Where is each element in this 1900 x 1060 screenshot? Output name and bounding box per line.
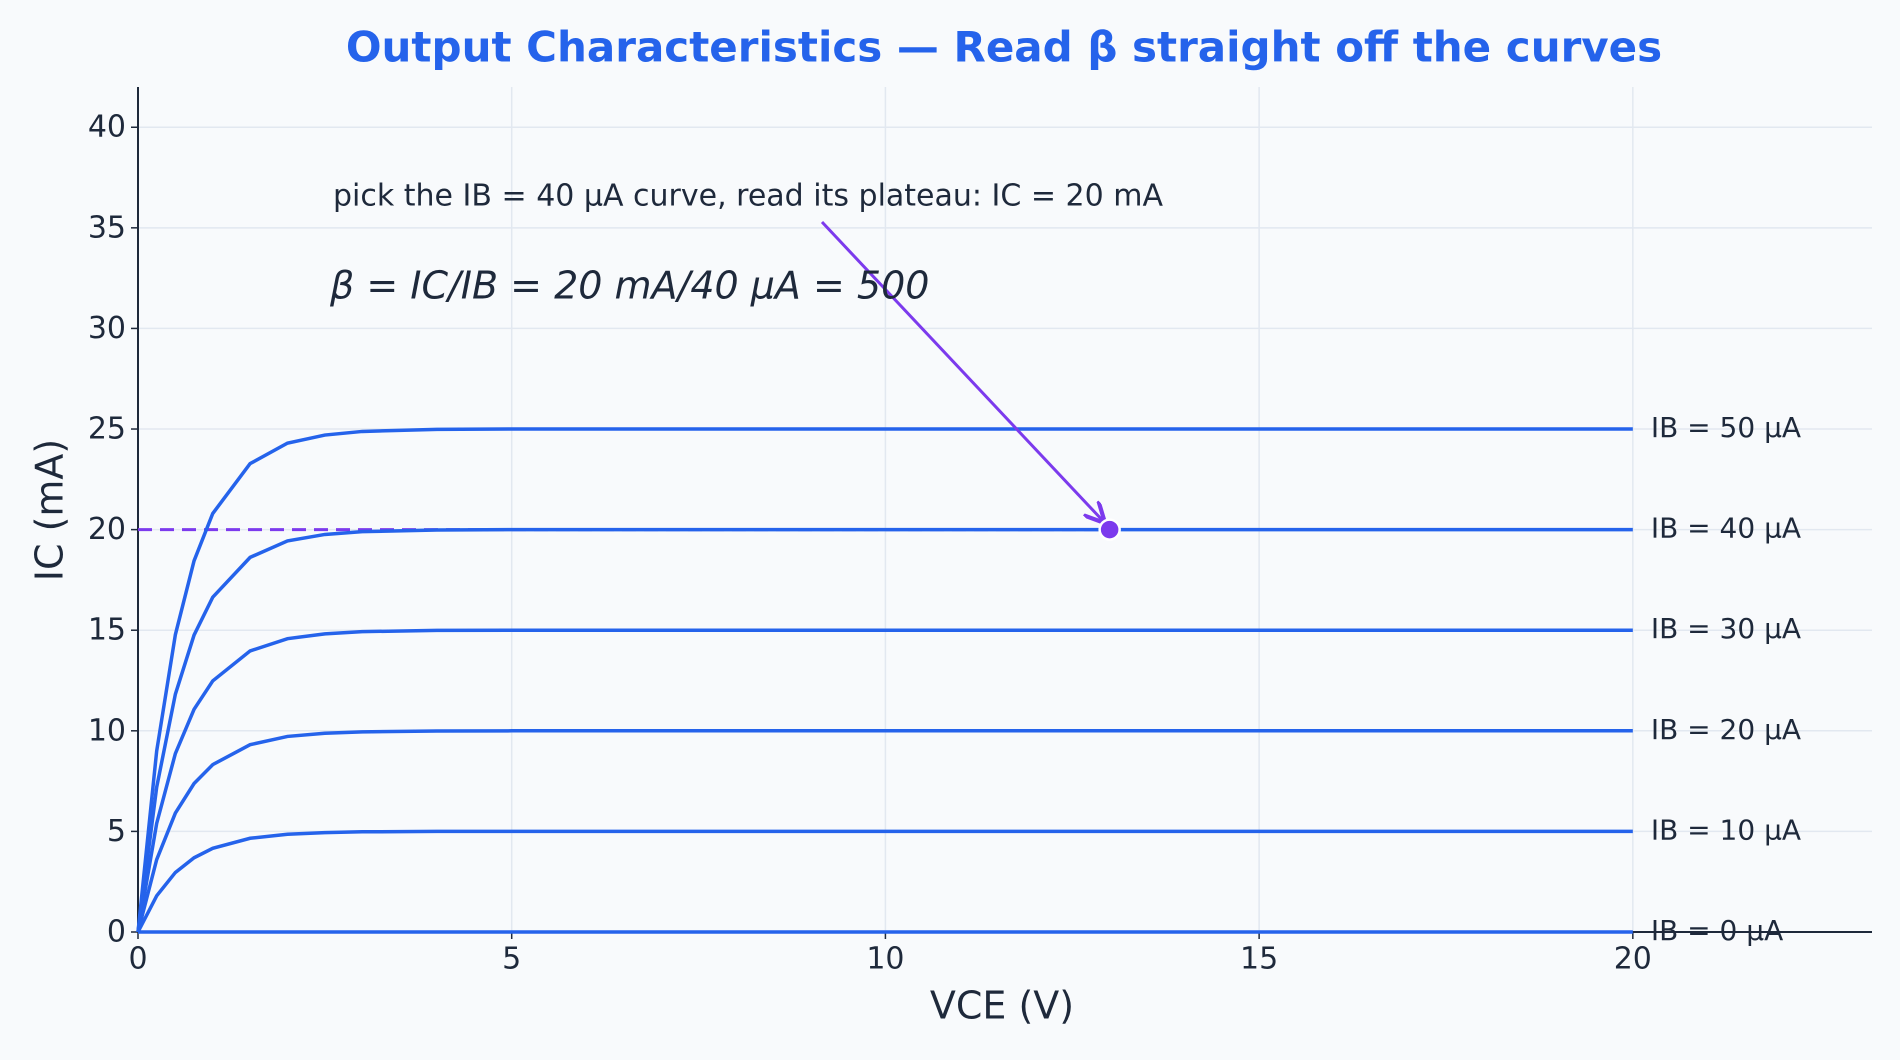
curve [136,527,1633,933]
legend-label: IB = 10 µA [1651,813,1801,846]
y-tick-label: 40 [88,110,126,145]
y-tick-label: 25 [88,412,126,447]
y-tick-label: 0 [107,915,126,950]
y-tick-label: 20 [88,512,126,547]
chart-title: Output Characteristics — Read β straight… [346,23,1662,72]
y-tick-label: 15 [88,613,126,648]
y-axis-label: IC (mA) [28,439,72,581]
highlight-point [1098,518,1121,541]
curve [136,829,1633,933]
legend-label: IB = 20 µA [1651,713,1801,746]
legend-label: IB = 30 µA [1651,612,1801,645]
x-tick-label: 15 [1240,942,1278,977]
y-tick-label: 5 [107,814,126,849]
curve [136,427,1633,933]
legend-label: IB = 40 µA [1651,512,1801,545]
x-tick-label: 20 [1614,942,1652,977]
curve [136,628,1633,933]
legend-label: IB = 50 µA [1651,411,1801,444]
annotation-formula: β = IC/IB = 20 mA/40 µA = 500 [329,264,929,308]
y-tick-label: 30 [88,311,126,346]
x-tick-label: 5 [502,942,521,977]
x-tick-label: 10 [866,942,904,977]
legend-label: IB = 0 µA [1651,914,1783,947]
curve [136,729,1633,933]
y-tick-label: 35 [88,210,126,245]
annotation-text: pick the IB = 40 µA curve, read its plat… [333,179,1163,214]
x-tick-label: 0 [128,942,147,977]
y-tick-label: 10 [88,713,126,748]
x-axis-label: VCE (V) [930,984,1074,1028]
annotation-arrow [820,220,1104,522]
